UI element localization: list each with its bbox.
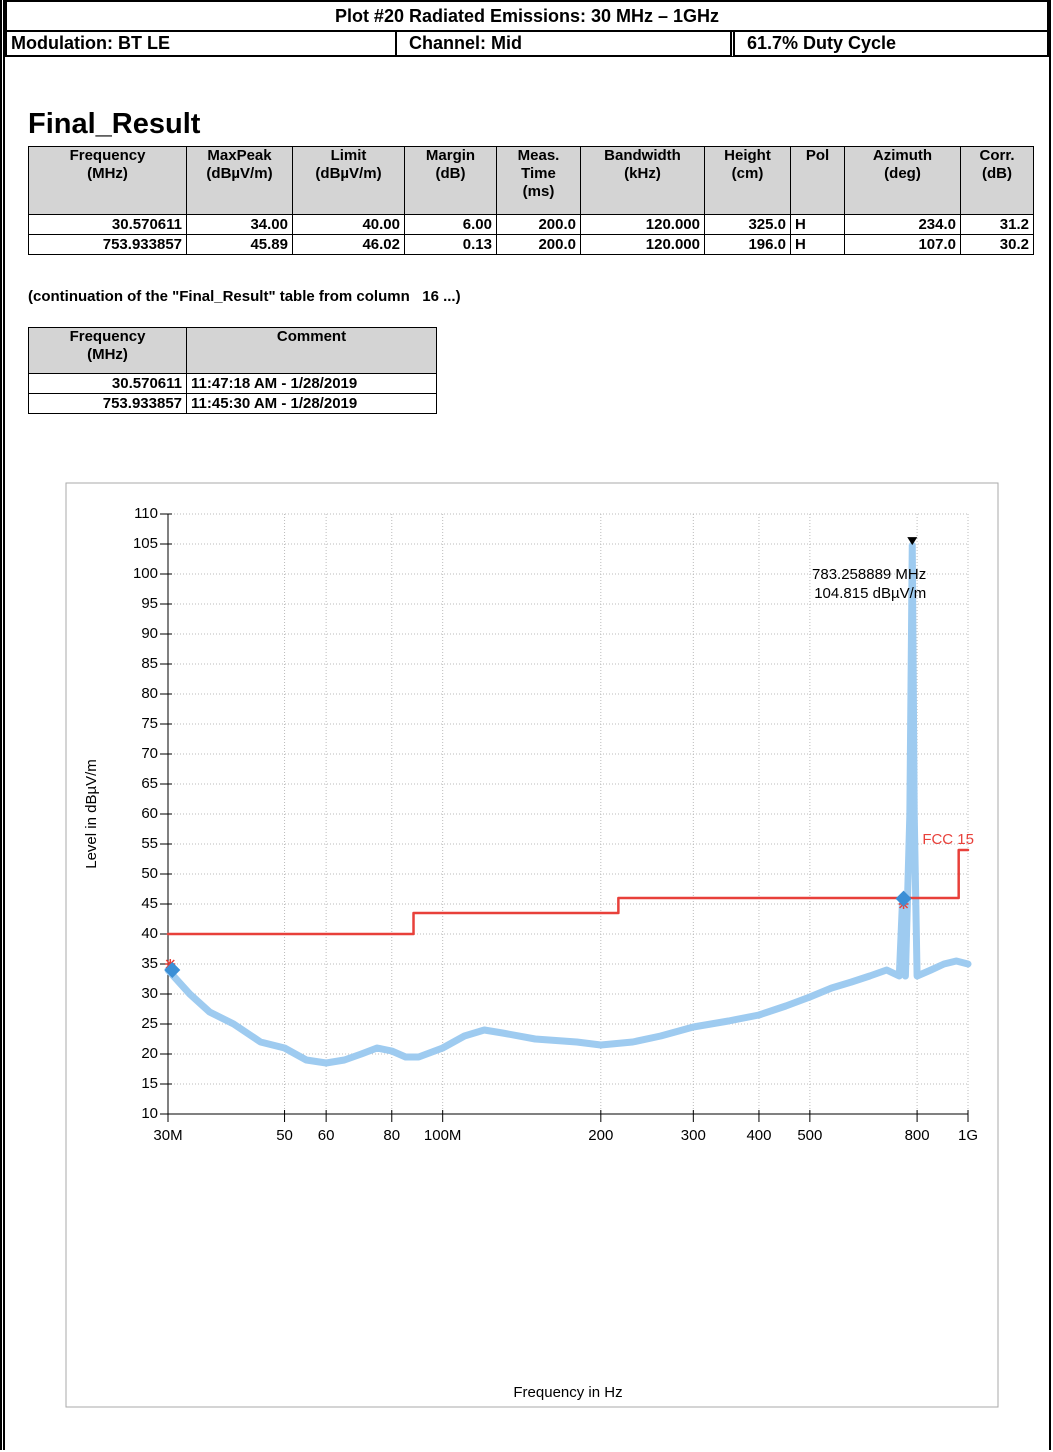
y-tick-label: 75: [141, 715, 158, 732]
row: 30.570611 34.00 40.00 6.00 200.0 120.000 325.0…: [28, 214, 1034, 235]
y-tick-label: 10: [141, 1105, 158, 1122]
column-header: Limit (dBµV/m): [292, 146, 405, 215]
x-tick-label: 100M: [424, 1127, 462, 1144]
y-tick-label: 45: [141, 895, 158, 912]
y-tick-label: 95: [141, 595, 158, 612]
column-header: Bandwidth (kHz): [580, 146, 705, 215]
y-tick-label: 80: [141, 685, 158, 702]
y-tick-label: 65: [141, 775, 158, 792]
column-header: Azimuth (deg): [844, 146, 961, 215]
marker-label: 783.258889 MHz: [812, 566, 926, 583]
x-tick-label: 400: [746, 1127, 771, 1144]
y-tick-label: 70: [141, 745, 158, 762]
column-header: Corr. (dB): [960, 146, 1034, 215]
cell: 120.000: [580, 214, 705, 235]
cell: H: [790, 234, 845, 255]
y-tick-label: 20: [141, 1045, 158, 1062]
column-header: Comment: [186, 327, 437, 374]
cell: 11:47:18 AM - 1/28/2019: [186, 373, 437, 394]
final-result-table: Frequency (MHz) MaxPeak (dBµV/m) Limit (dB…: [28, 146, 1034, 255]
x-axis-label: Frequency in Hz: [513, 1384, 622, 1401]
x-tick-label: 50: [276, 1127, 293, 1144]
cell: H: [790, 214, 845, 235]
header-row: Frequency (MHz) MaxPeak (dBµV/m) Limit (dB…: [28, 146, 1034, 215]
preview-point: [165, 959, 176, 969]
column-header: Margin (dB): [404, 146, 497, 215]
x-tick-label: 800: [905, 1127, 930, 1144]
chart: Level in dBµV/m Frequency in Hz 10 15 20 25…: [65, 482, 999, 1408]
cell: 46.02: [292, 234, 405, 255]
x-tick-label: 1G: [958, 1127, 978, 1144]
cell: 325.0: [704, 214, 791, 235]
row: 30.570611 11:47:18 AM - 1/28/2019: [28, 373, 437, 394]
row: 753.933857 45.89 46.02 0.13 200.0 120.000 196.…: [28, 234, 1034, 255]
cell: 31.2: [960, 214, 1034, 235]
plot-title: Plot #20 Radiated Emissions: 30 MHz – 1G…: [5, 0, 1049, 32]
y-tick-label: 30: [141, 985, 158, 1002]
marker: [907, 537, 918, 546]
y-tick-label: 40: [141, 925, 158, 942]
cell: 40.00: [292, 214, 405, 235]
channel: Channel: Mid: [395, 30, 735, 57]
header-row: Frequency (MHz) Comment: [28, 327, 437, 374]
y-tick-label: 100: [133, 565, 158, 582]
series-line: [164, 541, 972, 1067]
column-header: Frequency (MHz): [28, 146, 187, 215]
modulation: Modulation: BT LE: [5, 30, 397, 57]
y-tick-label: 15: [141, 1075, 158, 1092]
cell: 11:45:30 AM - 1/28/2019: [186, 393, 437, 414]
x-tick-label: 300: [681, 1127, 706, 1144]
cell: 30.570611: [28, 373, 187, 394]
comment-table: Frequency (MHz) Comment 30.570611 11:47:18 …: [28, 327, 437, 414]
cell: 34.00: [186, 214, 293, 235]
cell: 30.570611: [28, 214, 187, 235]
column-header: Frequency (MHz): [28, 327, 187, 374]
cell: 234.0: [844, 214, 961, 235]
cell: 753.933857: [28, 234, 187, 255]
y-tick-label: 55: [141, 835, 158, 852]
y-tick-label: 60: [141, 805, 158, 822]
final-point: [164, 962, 181, 978]
cell: 107.0: [844, 234, 961, 255]
continuation-note: (continuation of the "Final_Result" tabl…: [28, 288, 461, 305]
column-header: MaxPeak (dBµV/m): [186, 146, 293, 215]
y-tick-label: 85: [141, 655, 158, 672]
x-tick-label: 60: [318, 1127, 335, 1144]
cell: 45.89: [186, 234, 293, 255]
cell: 30.2: [960, 234, 1034, 255]
column-header: Meas. Time (ms): [496, 146, 581, 215]
y-tick-label: 35: [141, 955, 158, 972]
final-point: [895, 890, 912, 907]
cell: 753.933857: [28, 393, 187, 414]
cell: 200.0: [496, 214, 581, 235]
cell: 6.00: [404, 214, 497, 235]
y-axis-label: Level in dBµV/m: [83, 759, 100, 869]
section-title: Final_Result: [28, 108, 201, 140]
marker-label: 104.815 dBµV/m: [814, 585, 926, 602]
y-tick-label: 105: [133, 535, 158, 552]
row: 753.933857 11:45:30 AM - 1/28/2019: [28, 393, 437, 414]
y-tick-label: 50: [141, 865, 158, 882]
series-label: FCC 15: [922, 831, 974, 848]
y-tick-label: 90: [141, 625, 158, 642]
series-line: [166, 848, 970, 936]
x-tick-label: 30M: [153, 1127, 182, 1144]
cell: 200.0: [496, 234, 581, 255]
duty-cycle: 61.7% Duty Cycle: [733, 30, 1049, 57]
column-header: Pol: [790, 146, 845, 215]
y-tick-label: 110: [134, 505, 158, 522]
chart-frame: [65, 482, 999, 1408]
y-tick-label: 25: [141, 1015, 158, 1032]
cell: 120.000: [580, 234, 705, 255]
column-header: Height (cm): [704, 146, 791, 215]
cell: 0.13: [404, 234, 497, 255]
x-tick-label: 200: [588, 1127, 613, 1144]
cell: 196.0: [704, 234, 791, 255]
x-tick-label: 500: [797, 1127, 822, 1144]
x-tick-label: 80: [383, 1127, 400, 1144]
